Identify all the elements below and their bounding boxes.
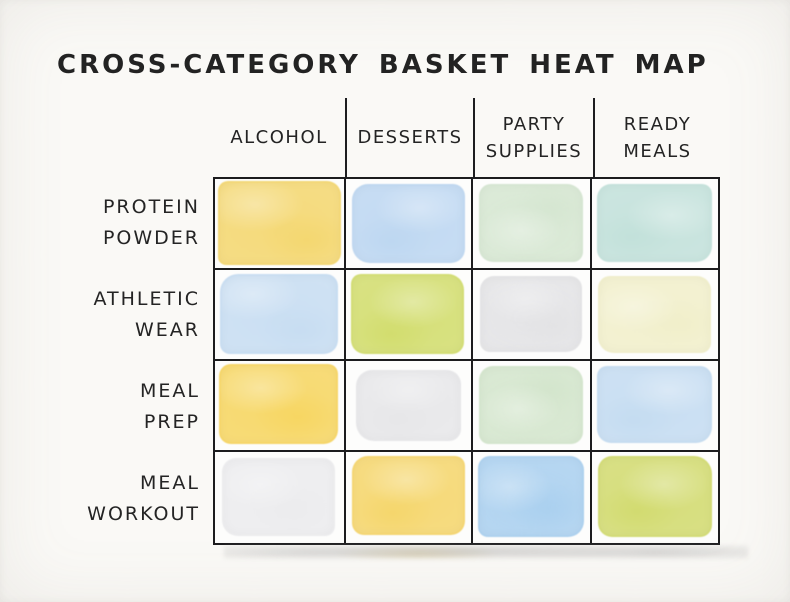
watercolor-swatch bbox=[597, 184, 712, 262]
heatmap-grid bbox=[213, 177, 720, 545]
row-label-line: WEAR bbox=[135, 319, 200, 341]
watercolor-swatch bbox=[597, 366, 712, 443]
col-header-line: DESSERTS bbox=[357, 127, 463, 148]
heatmap-cell-meal-workout-ready-meals bbox=[592, 452, 718, 543]
heatmap-cell-protein-powder-ready-meals bbox=[592, 179, 718, 270]
watercolor-swatch bbox=[351, 456, 465, 535]
heatmap-cell-protein-powder-desserts bbox=[345, 179, 473, 270]
heatmap-cell-meal-workout-desserts bbox=[346, 452, 473, 543]
row-label-line: MEAL bbox=[140, 472, 200, 494]
watercolor-swatch bbox=[220, 274, 338, 354]
heatmap-cell-meal-workout-party-supplies bbox=[473, 452, 592, 543]
table-shadow bbox=[224, 545, 748, 559]
watercolor-swatch bbox=[218, 181, 341, 265]
watercolor-swatch bbox=[351, 184, 465, 263]
row-label-athletic-wear: ATHLETIC WEAR bbox=[38, 269, 200, 361]
watercolor-swatch bbox=[598, 456, 712, 537]
watercolor-swatch bbox=[219, 364, 338, 444]
heatmap-cell-meal-prep-alcohol bbox=[215, 361, 346, 452]
heatmap-cell-meal-prep-party-supplies bbox=[472, 361, 592, 452]
heatmap-cell-athletic-wear-desserts bbox=[345, 270, 473, 361]
row-label-line: POWDER bbox=[102, 227, 200, 249]
row-label-meal-workout: MEAL WORKOUT bbox=[38, 453, 200, 545]
col-header-ready-meals: READY MEALS bbox=[593, 98, 720, 177]
heatmap-cell-meal-prep-desserts bbox=[345, 361, 473, 452]
watercolor-swatch bbox=[222, 458, 335, 536]
column-headers: ALCOHOL DESSERTS PARTY SUPPLIES READY MEALS bbox=[213, 98, 720, 177]
col-header-line: MEALS bbox=[623, 140, 692, 162]
row-label-meal-prep: MEAL PREP bbox=[38, 361, 200, 453]
heatmap-cell-athletic-wear-party-supplies bbox=[472, 270, 592, 361]
heatmap-cell-protein-powder-alcohol bbox=[215, 179, 346, 270]
chart-title: CROSS-CATEGORY BASKET HEAT MAP bbox=[57, 50, 709, 81]
row-label-line: PREP bbox=[143, 411, 200, 433]
watercolor-swatch bbox=[479, 276, 582, 352]
row-labels: PROTEIN POWDER ATHLETIC WEAR MEAL PREP MEAL WOR… bbox=[38, 177, 200, 545]
watercolor-swatch bbox=[350, 274, 464, 354]
row-label-line: ATHLETIC bbox=[93, 288, 200, 310]
heatmap-cell-athletic-wear-alcohol bbox=[215, 270, 346, 361]
col-header-line: ALCOHOL bbox=[230, 127, 328, 148]
row-label-line: MEAL bbox=[140, 380, 200, 402]
watercolor-swatch bbox=[477, 456, 584, 537]
watercolor-swatch bbox=[478, 366, 583, 444]
col-header-alcohol: ALCOHOL bbox=[213, 98, 345, 177]
heatmap-cell-meal-workout-alcohol bbox=[215, 452, 346, 543]
col-header-line: PARTY bbox=[502, 113, 566, 135]
heatmap-cell-athletic-wear-ready-meals bbox=[592, 270, 718, 361]
watercolor-swatch bbox=[355, 370, 461, 441]
row-label-line: WORKOUT bbox=[87, 503, 200, 525]
heatmap-cell-meal-prep-ready-meals bbox=[592, 361, 718, 452]
row-label-line: PROTEIN bbox=[102, 196, 200, 218]
col-header-desserts: DESSERTS bbox=[345, 98, 473, 177]
col-header-line: READY bbox=[623, 113, 692, 135]
col-header-party-supplies: PARTY SUPPLIES bbox=[473, 98, 593, 177]
watercolor-swatch bbox=[478, 184, 583, 262]
heatmap-cell-protein-powder-party-supplies bbox=[472, 179, 592, 270]
watercolor-swatch bbox=[598, 276, 711, 353]
col-header-line: SUPPLIES bbox=[485, 140, 583, 162]
row-label-protein-powder: PROTEIN POWDER bbox=[38, 177, 200, 269]
